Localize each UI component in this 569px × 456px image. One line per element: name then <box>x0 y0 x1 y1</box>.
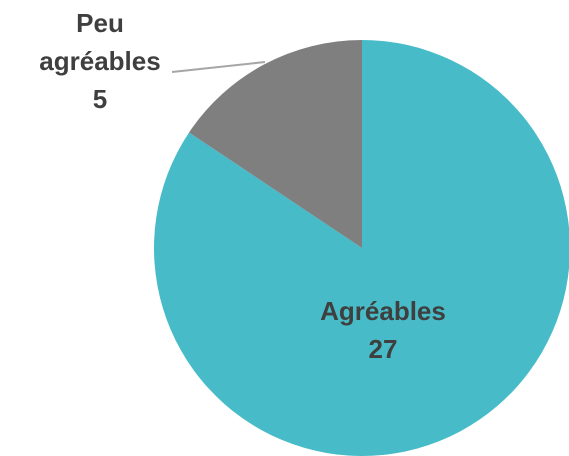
pie-slice <box>154 40 569 456</box>
slice-value: 5 <box>92 84 108 114</box>
data-label: Agréables 27 <box>283 292 483 368</box>
data-label: Peu agréables 5 <box>35 4 165 118</box>
slice-value: 27 <box>368 334 398 364</box>
pie-slice <box>189 40 362 248</box>
leader-line <box>171 61 266 73</box>
slice-name: Agréables <box>320 296 446 326</box>
slice-name: Peu agréables <box>39 8 161 76</box>
